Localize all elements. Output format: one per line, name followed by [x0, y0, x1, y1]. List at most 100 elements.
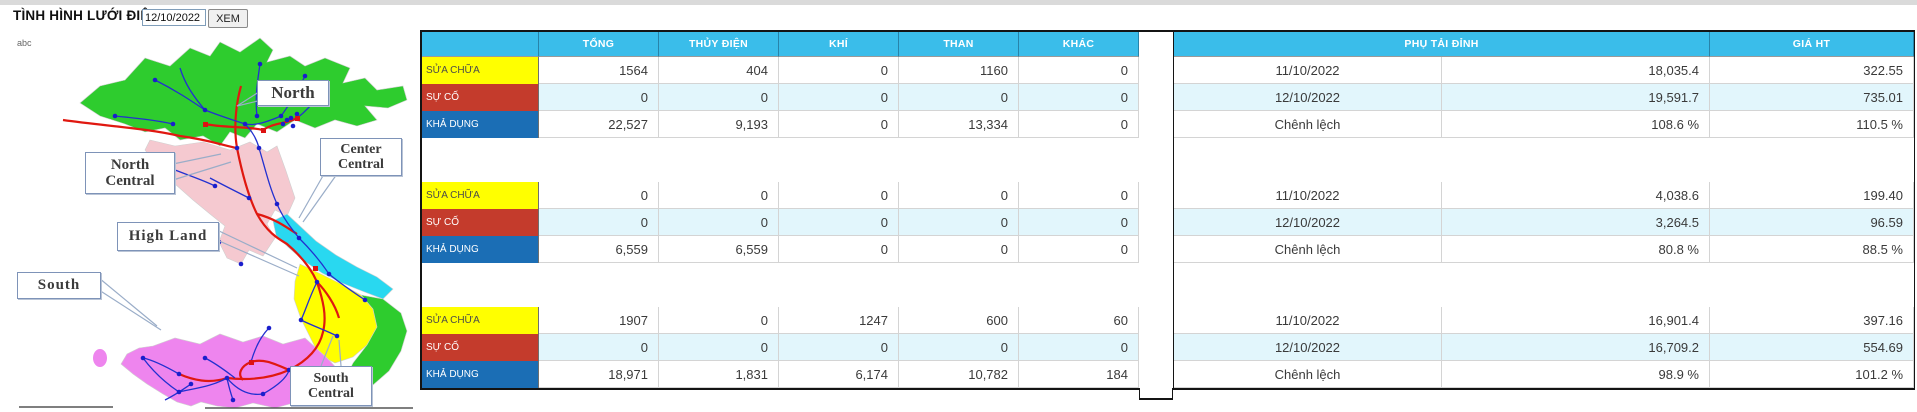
- value-cell: 0: [539, 84, 659, 111]
- value-cell: 9,193: [659, 111, 779, 138]
- value-cell: 0: [659, 209, 779, 236]
- value-cell: 0: [899, 334, 1019, 361]
- value-cell: 1907: [539, 307, 659, 334]
- value-cell: 600: [899, 307, 1019, 334]
- date-input[interactable]: [142, 9, 206, 26]
- value-cell: 0: [659, 307, 779, 334]
- group-gap: [1174, 263, 1914, 307]
- value-cell: 0: [779, 334, 899, 361]
- value-cell: 0: [539, 209, 659, 236]
- value-cell: 0: [779, 111, 899, 138]
- value-cell: 0: [659, 334, 779, 361]
- peak-date-cell: 11/10/2022: [1174, 182, 1442, 209]
- price-cell: 554.69: [1710, 334, 1914, 361]
- grid-status-table: TỔNG THỦY ĐIỆN KHÍ THAN KHÁC SỬA CHỮA 156…: [420, 30, 1915, 400]
- value-cell: 0: [899, 182, 1019, 209]
- map-label-center-central: Center Central: [320, 138, 402, 176]
- col-header-tong: TỔNG: [539, 32, 659, 57]
- view-button[interactable]: XEM: [208, 9, 248, 28]
- value-cell: 0: [1019, 57, 1139, 84]
- price-cell: 735.01: [1710, 84, 1914, 111]
- value-cell: 22,527: [539, 111, 659, 138]
- map-label-north: North: [257, 80, 329, 106]
- value-cell: 13,334: [899, 111, 1019, 138]
- top-gray-strip: [0, 0, 1917, 5]
- row-label: KHẢ DỤNG: [422, 111, 539, 138]
- value-cell: 184: [1019, 361, 1139, 388]
- value-cell: 404: [659, 57, 779, 84]
- price-cell: 397.16: [1710, 307, 1914, 334]
- value-cell: 0: [1019, 84, 1139, 111]
- peak-value-cell: 16,709.2: [1442, 334, 1710, 361]
- value-cell: 0: [1019, 111, 1139, 138]
- peak-date-cell: 12/10/2022: [1174, 209, 1442, 236]
- peak-date-cell: Chênh lệch: [1174, 361, 1442, 388]
- peak-value-cell: 80.8 %: [1442, 236, 1710, 263]
- peak-value-cell: 19,591.7: [1442, 84, 1710, 111]
- value-cell: 0: [899, 84, 1019, 111]
- value-cell: 0: [539, 334, 659, 361]
- row-label: KHẢ DỤNG: [422, 236, 539, 263]
- value-cell: 6,559: [659, 236, 779, 263]
- value-cell: 0: [899, 209, 1019, 236]
- price-cell: 101.2 %: [1710, 361, 1914, 388]
- map-label-south-central: South Central: [290, 366, 372, 406]
- peak-date-cell: 12/10/2022: [1174, 334, 1442, 361]
- value-cell: 1,831: [659, 361, 779, 388]
- value-cell: 1247: [779, 307, 899, 334]
- peak-date-cell: 12/10/2022: [1174, 84, 1442, 111]
- generation-subtable: TỔNG THỦY ĐIỆN KHÍ THAN KHÁC SỬA CHỮA 156…: [422, 32, 1139, 388]
- substation-nodes-red: [203, 116, 318, 365]
- vietnam-grid-map: North Center Central North Central High La…: [5, 28, 415, 410]
- page-title: TÌNH HÌNH LƯỚI ĐIỆN: [13, 8, 160, 23]
- value-cell: 1160: [899, 57, 1019, 84]
- peak-value-cell: 98.9 %: [1442, 361, 1710, 388]
- value-cell: 0: [1019, 236, 1139, 263]
- row-label: SỬA CHỮA: [422, 57, 539, 84]
- col-header-price: GIÁ HT: [1710, 32, 1914, 57]
- value-cell: 10,782: [899, 361, 1019, 388]
- peak-date-cell: Chênh lệch: [1174, 236, 1442, 263]
- value-cell: 0: [1019, 182, 1139, 209]
- group-gap: [422, 263, 1139, 307]
- col-header-label: [422, 32, 539, 57]
- value-cell: 0: [1019, 209, 1139, 236]
- map-bottom-border: [19, 406, 413, 409]
- price-cell: 88.5 %: [1710, 236, 1914, 263]
- map-label-high-land: High Land: [117, 222, 219, 251]
- value-cell: 6,174: [779, 361, 899, 388]
- peak-value-cell: 3,264.5: [1442, 209, 1710, 236]
- value-cell: 6,559: [539, 236, 659, 263]
- map-corner-note: abc: [17, 38, 32, 48]
- value-cell: 18,971: [539, 361, 659, 388]
- value-cell: 0: [779, 236, 899, 263]
- price-cell: 322.55: [1710, 57, 1914, 84]
- peak-date-cell: 11/10/2022: [1174, 307, 1442, 334]
- value-cell: 0: [779, 84, 899, 111]
- value-cell: 0: [899, 236, 1019, 263]
- price-cell: 96.59: [1710, 209, 1914, 236]
- peak-date-cell: 11/10/2022: [1174, 57, 1442, 84]
- substation-nodes-blue: [112, 61, 368, 403]
- group-gap: [1174, 138, 1914, 182]
- row-label: SỰ CỐ: [422, 334, 539, 361]
- value-cell: 0: [659, 182, 779, 209]
- row-label: SỬA CHỮA: [422, 182, 539, 209]
- col-header-khac: KHÁC: [1019, 32, 1139, 57]
- map-label-south: South: [17, 272, 101, 299]
- col-header-thuy-dien: THỦY ĐIỆN: [659, 32, 779, 57]
- col-header-khi: KHÍ: [779, 32, 899, 57]
- row-label: SỰ CỐ: [422, 209, 539, 236]
- price-cell: 110.5 %: [1710, 111, 1914, 138]
- value-cell: 0: [779, 182, 899, 209]
- vietnam-map-svg: [19, 37, 413, 409]
- peak-value-cell: 16,901.4: [1442, 307, 1710, 334]
- value-cell: 0: [659, 84, 779, 111]
- value-cell: 0: [539, 182, 659, 209]
- value-cell: 0: [779, 209, 899, 236]
- value-cell: 60: [1019, 307, 1139, 334]
- load-price-subtable: PHỤ TẢI ĐỈNH GIÁ HT 11/10/2022 18,035.4 32…: [1173, 32, 1914, 388]
- value-cell: 1564: [539, 57, 659, 84]
- col-header-peak-load: PHỤ TẢI ĐỈNH: [1174, 32, 1710, 57]
